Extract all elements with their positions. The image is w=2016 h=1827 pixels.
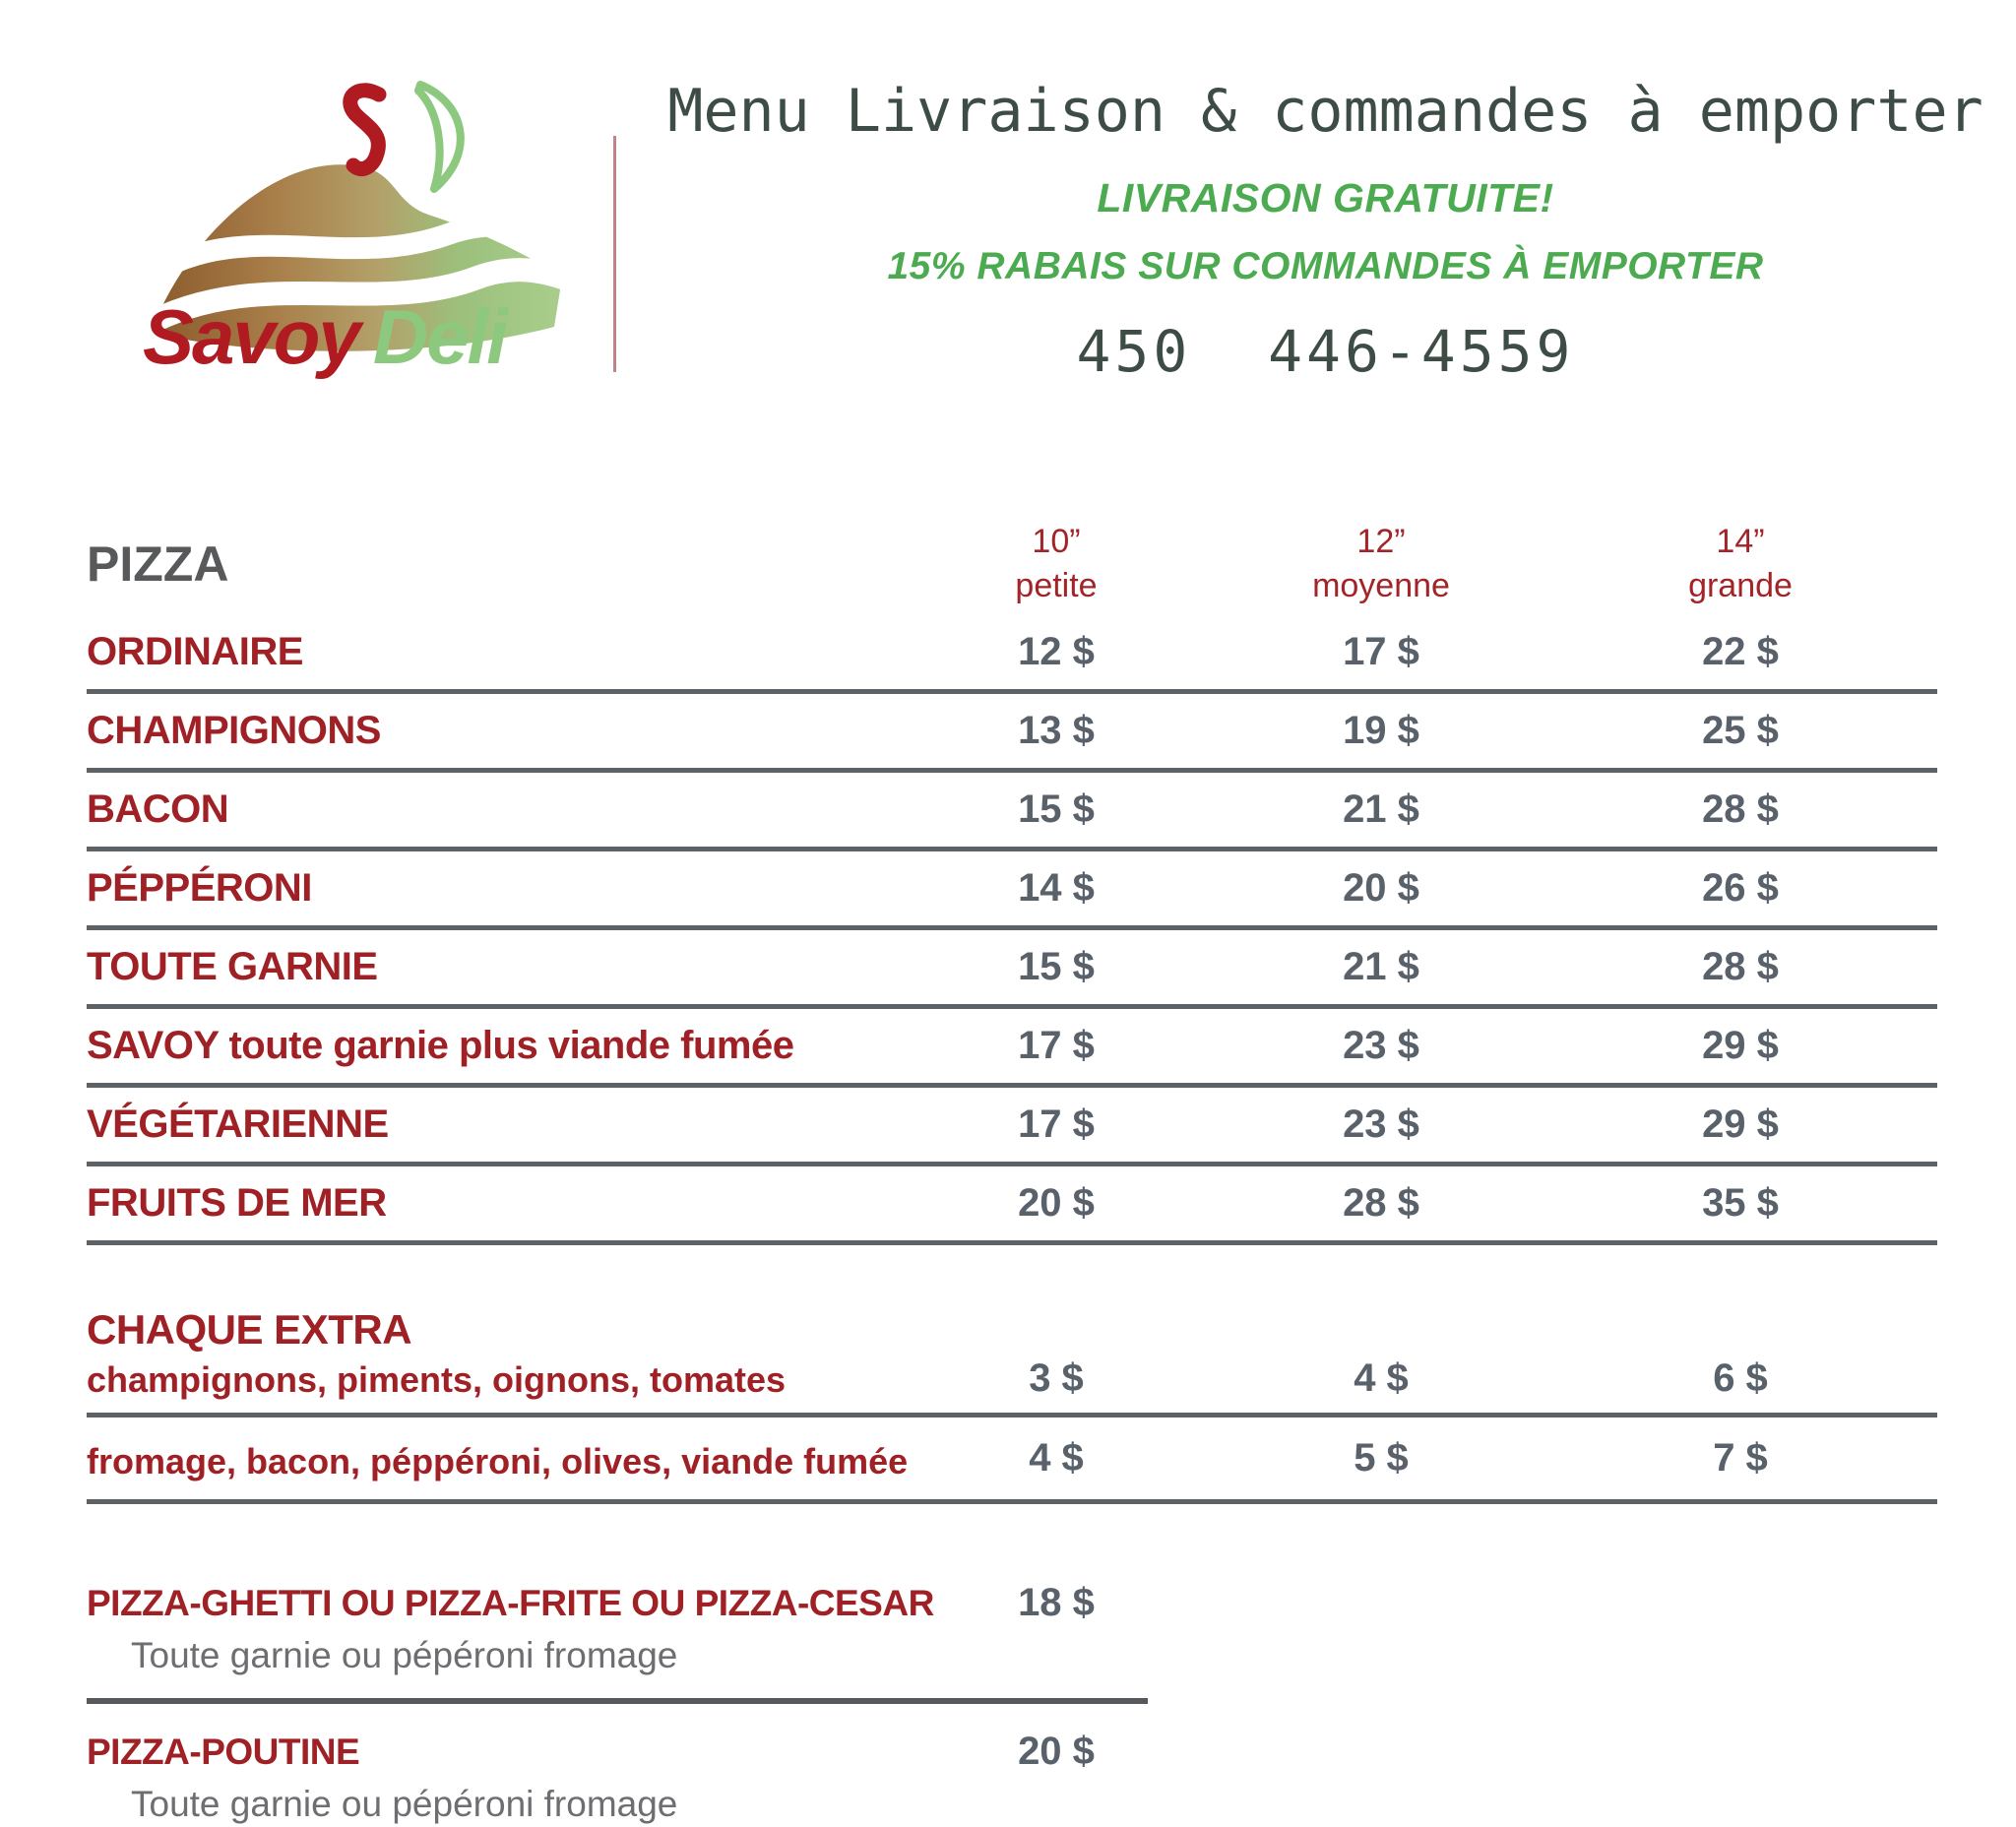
price-petite: 12 $ [1018, 630, 1095, 673]
size-col-grande: 14” grande [1544, 520, 1937, 606]
size-label: moyenne [1312, 566, 1450, 604]
special-row: PIZZA-POUTINE 20 $ [87, 1730, 1937, 1774]
extras-label-block: CHAQUE EXTRA champignons, piments, oigno… [87, 1306, 894, 1401]
size-col-petite: 10” petite [894, 520, 1219, 606]
page-title: Menu Livraison & commandes à emporter [667, 77, 1984, 146]
price-petite: 17 $ [1018, 1102, 1095, 1146]
specials-divider [87, 1698, 1148, 1704]
price-petite: 17 $ [1018, 1024, 1095, 1067]
special-price: 20 $ [1018, 1730, 1095, 1773]
logo-wordmark: Savoy Deli [143, 292, 566, 382]
price-grande: 6 $ [1713, 1356, 1768, 1400]
header: Menu Livraison & commandes à emporter LI… [635, 77, 2016, 385]
price-moyenne: 23 $ [1343, 1024, 1419, 1067]
size-label: grande [1688, 566, 1793, 604]
promo-takeout-discount: 15% RABAIS SUR COMMANDES À EMPORTER [887, 245, 1764, 287]
size-header-row: PIZZA 10” petite 12” moyenne 14” grande [87, 512, 1937, 615]
size-inches: 12” [1356, 523, 1406, 561]
item-name: ORDINAIRE [87, 630, 303, 673]
special-name: PIZZA-POUTINE [87, 1731, 360, 1772]
extras-title: CHAQUE EXTRA [87, 1306, 412, 1353]
item-name: VÉGÉTARIENNE [87, 1102, 389, 1146]
size-label: petite [1015, 566, 1098, 604]
specials-section: PIZZA-GHETTI OU PIZZA-FRITE OU PIZZA-CES… [87, 1581, 1937, 1825]
price-grande: 25 $ [1702, 709, 1779, 752]
price-petite: 15 $ [1018, 788, 1095, 831]
table-row: VÉGÉTARIENNE 17 $ 23 $ 29 $ [87, 1088, 1937, 1166]
section-title-pizza: PIZZA [87, 536, 229, 592]
special-description: Toute garnie ou pépéroni fromage [131, 1784, 678, 1824]
item-name: FRUITS DE MER [87, 1181, 387, 1225]
price-petite: 3 $ [1029, 1356, 1084, 1400]
special-price: 18 $ [1018, 1581, 1095, 1624]
table-row: ORDINAIRE 12 $ 17 $ 22 $ [87, 615, 1937, 694]
extras-ingredients: fromage, bacon, péppéroni, olives, viand… [87, 1440, 909, 1481]
item-name: TOUTE GARNIE [87, 945, 378, 988]
price-moyenne: 19 $ [1343, 709, 1419, 752]
price-petite: 14 $ [1018, 866, 1095, 910]
special-item: PIZZA-GHETTI OU PIZZA-FRITE OU PIZZA-CES… [87, 1581, 1937, 1676]
special-description: Toute garnie ou pépéroni fromage [131, 1635, 678, 1675]
item-name: SAVOY toute garnie plus viande fumée [87, 1024, 794, 1067]
table-row: SAVOY toute garnie plus viande fumée 17 … [87, 1009, 1937, 1088]
phone-number: 450 446-4559 [1076, 318, 1575, 385]
logo-word-savoy: Savoy [143, 293, 361, 380]
price-petite: 20 $ [1018, 1181, 1095, 1225]
item-name: PÉPPÉRONI [87, 866, 312, 910]
price-moyenne: 5 $ [1354, 1436, 1409, 1480]
extras-ingredients: champignons, piments, oignons, tomates [87, 1359, 787, 1400]
table-row: FRUITS DE MER 20 $ 28 $ 35 $ [87, 1166, 1937, 1245]
price-grande: 26 $ [1702, 866, 1779, 910]
header-divider [613, 136, 616, 372]
item-name: CHAMPIGNONS [87, 709, 381, 752]
price-moyenne: 17 $ [1343, 630, 1419, 673]
price-grande: 35 $ [1702, 1181, 1779, 1225]
special-item: PIZZA-POUTINE 20 $ Toute garnie ou pépér… [87, 1730, 1937, 1825]
price-moyenne: 23 $ [1343, 1102, 1419, 1146]
item-name: BACON [87, 788, 229, 831]
table-row: TOUTE GARNIE 15 $ 21 $ 28 $ [87, 930, 1937, 1009]
price-moyenne: 20 $ [1343, 866, 1419, 910]
logo-word-deli: Deli [372, 293, 508, 380]
price-moyenne: 28 $ [1343, 1181, 1419, 1225]
savoy-deli-logo: Savoy Deli [133, 69, 576, 394]
extras-row: CHAQUE EXTRA champignons, piments, oigno… [87, 1306, 1937, 1418]
extras-row: fromage, bacon, péppéroni, olives, viand… [87, 1418, 1937, 1504]
pizza-menu: PIZZA 10” petite 12” moyenne 14” grande … [87, 512, 1937, 1825]
price-moyenne: 21 $ [1343, 945, 1419, 988]
price-petite: 4 $ [1029, 1436, 1084, 1480]
size-inches: 14” [1716, 523, 1765, 561]
table-row: BACON 15 $ 21 $ 28 $ [87, 773, 1937, 851]
logo-artwork-icon [133, 81, 576, 351]
price-petite: 15 $ [1018, 945, 1095, 988]
size-inches: 10” [1032, 523, 1081, 561]
price-moyenne: 4 $ [1354, 1356, 1409, 1400]
price-grande: 29 $ [1702, 1102, 1779, 1146]
table-row: PÉPPÉRONI 14 $ 20 $ 26 $ [87, 851, 1937, 930]
price-grande: 28 $ [1702, 788, 1779, 831]
price-grande: 7 $ [1713, 1436, 1768, 1480]
size-col-moyenne: 12” moyenne [1219, 520, 1544, 606]
price-petite: 13 $ [1018, 709, 1095, 752]
special-row: PIZZA-GHETTI OU PIZZA-FRITE OU PIZZA-CES… [87, 1581, 1937, 1625]
price-grande: 28 $ [1702, 945, 1779, 988]
price-grande: 29 $ [1702, 1024, 1779, 1067]
table-row: CHAMPIGNONS 13 $ 19 $ 25 $ [87, 694, 1937, 773]
price-moyenne: 21 $ [1343, 788, 1419, 831]
price-grande: 22 $ [1702, 630, 1779, 673]
promo-free-delivery: LIVRAISON GRATUITE! [1097, 175, 1554, 220]
special-name: PIZZA-GHETTI OU PIZZA-FRITE OU PIZZA-CES… [87, 1582, 934, 1623]
